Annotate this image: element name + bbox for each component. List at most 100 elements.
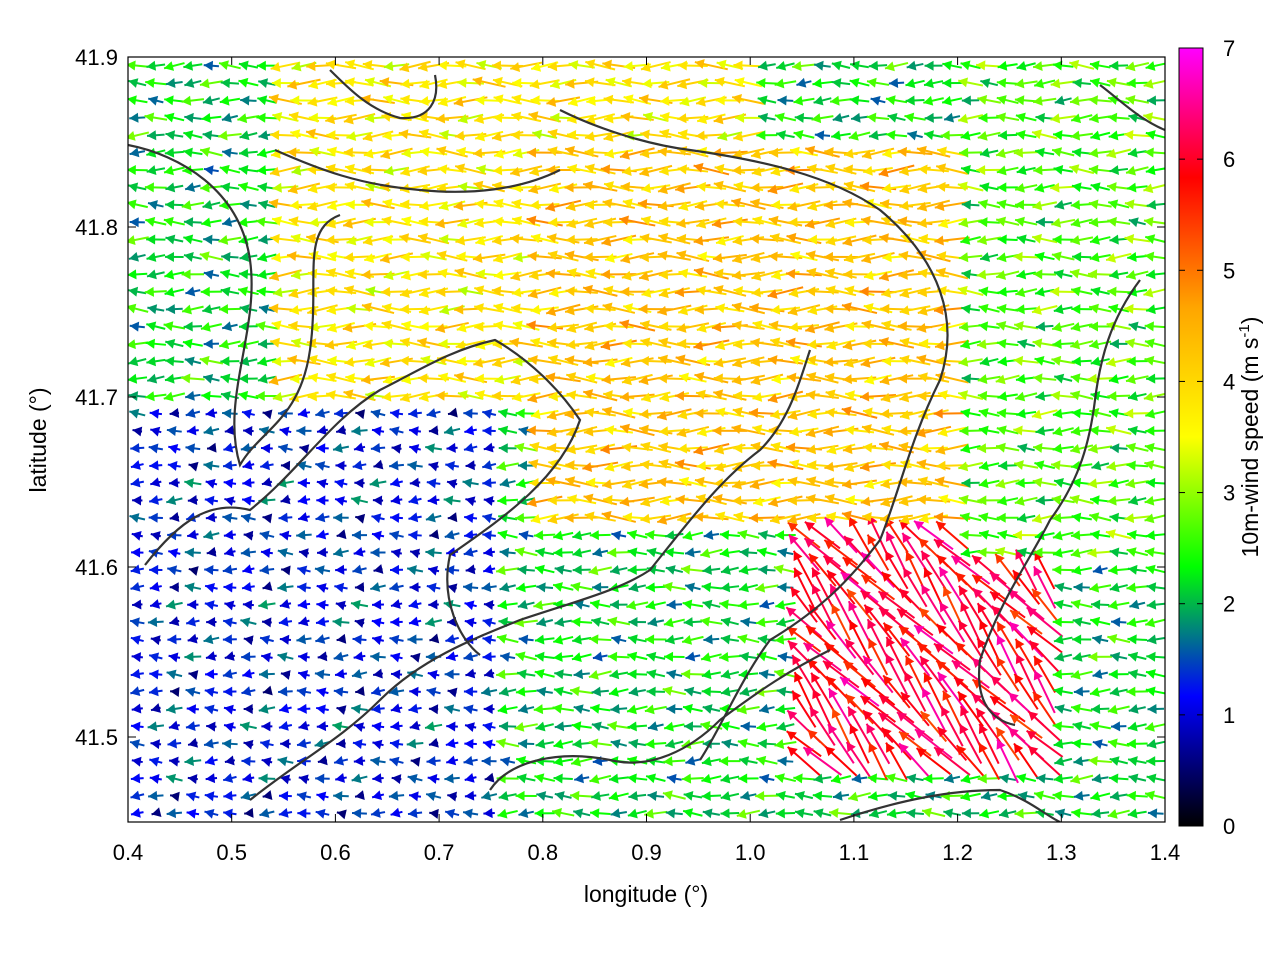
wind-arrow-head (315, 461, 326, 471)
wind-arrow-head (238, 217, 248, 228)
wind-arrow-head (1069, 268, 1080, 279)
wind-arrow-head (1070, 599, 1081, 610)
wind-arrow-head (288, 288, 299, 299)
wind-arrow-head (936, 267, 947, 278)
wind-arrow-head (371, 530, 382, 541)
wind-arrow-head (361, 94, 371, 105)
wind-arrow-head (976, 339, 987, 350)
wind-arrow-head (676, 427, 687, 438)
wind-arrow-head (844, 358, 854, 368)
wind-arrow-head (879, 233, 889, 244)
wind-arrow-head (271, 320, 282, 331)
wind-arrow-head (906, 808, 916, 819)
wind-arrow-head (497, 495, 507, 506)
wind-arrow-head (353, 546, 364, 557)
wind-arrow-head (1029, 640, 1040, 651)
wind-arrow-head (255, 391, 265, 402)
wind-arrow-head (628, 738, 639, 749)
wind-arrow-head (787, 201, 798, 212)
wind-arrow-head (401, 374, 412, 385)
wind-arrow-head (843, 269, 853, 280)
wind-arrow-head (882, 356, 892, 367)
wind-arrow-head (565, 201, 576, 212)
wind-arrow-head (805, 494, 816, 504)
wind-arrow-head (825, 389, 836, 400)
wind-arrow-head (752, 424, 763, 435)
wind-arrow-head (1033, 165, 1043, 176)
wind-arrow-head (419, 288, 429, 298)
wind-arrow-head (498, 443, 508, 454)
wind-arrow-head (620, 111, 631, 122)
wind-arrow-head (665, 565, 676, 575)
wind-arrow-head (955, 572, 966, 583)
wind-arrow-head (257, 269, 267, 280)
wind-arrow-head (880, 479, 891, 489)
wind-arrow-head (130, 721, 141, 732)
wind-arrow-head (750, 375, 761, 386)
wind-arrow-head (571, 721, 582, 732)
wind-arrow-head (768, 320, 779, 331)
wind-arrow-head (881, 320, 892, 330)
wind-arrow-head (917, 201, 928, 212)
wind-arrow-head (513, 356, 523, 367)
wind-arrow-head (860, 590, 871, 601)
wind-arrow-head (640, 129, 650, 140)
wind-arrow-head (169, 512, 180, 522)
wind-arrow-head (1071, 286, 1081, 297)
wind-arrow-head (528, 355, 538, 366)
wind-arrow-head (1016, 408, 1026, 419)
wind-arrow-head (1034, 356, 1045, 366)
wind-arrow-head (146, 130, 157, 141)
wind-arrow-head (1034, 790, 1044, 801)
wind-arrow-head (270, 337, 281, 348)
wind-arrow-head (609, 599, 619, 610)
wind-arrow-head (547, 61, 558, 72)
wind-arrow-head (518, 634, 529, 645)
wind-arrow-head (843, 661, 854, 671)
wind-arrow-head (977, 495, 987, 506)
wind-arrow-head (627, 529, 638, 540)
wind-arrow-head (601, 374, 611, 385)
wind-arrow-head (1127, 564, 1138, 575)
wind-arrow-head (860, 695, 871, 706)
wind-arrow-head (1108, 600, 1118, 610)
wind-arrow-head (242, 495, 252, 506)
wind-arrow-head (151, 703, 161, 713)
wind-arrow-head (272, 182, 282, 193)
wind-arrow-head (567, 163, 578, 174)
wind-arrow-head (475, 235, 486, 246)
wind-arrow-head (997, 60, 1008, 71)
wind-arrow-head (445, 565, 455, 576)
wind-arrow-head (150, 635, 161, 646)
wind-arrow-head (1089, 113, 1099, 124)
wind-arrow-head (905, 95, 915, 106)
wind-arrow-head (803, 747, 814, 757)
wind-arrow-head (829, 808, 839, 819)
wind-arrow-head (786, 607, 797, 617)
wind-arrow-head (898, 373, 908, 384)
wind-arrow-head (639, 94, 649, 105)
wind-arrow-head (812, 790, 823, 801)
wind-arrow-head (352, 634, 362, 645)
wind-arrow-head (1053, 599, 1064, 610)
wind-arrow-head (588, 738, 599, 749)
wind-arrow-head (1145, 165, 1156, 176)
wind-arrow-head (333, 790, 343, 801)
wind-arrow-head (936, 555, 947, 565)
wind-arrow-head (1106, 357, 1116, 367)
wind-arrow-head (774, 78, 785, 89)
wind-arrow-head (297, 407, 308, 418)
wind-arrow-head (554, 669, 564, 680)
wind-arrow-head (1071, 703, 1081, 714)
wind-arrow-head (731, 302, 742, 312)
wind-arrow-head (997, 130, 1008, 141)
wind-arrow-head (533, 600, 543, 610)
wind-arrow-head (777, 652, 788, 662)
wind-arrow-head (665, 738, 676, 749)
wind-arrow-head (713, 284, 724, 295)
wind-arrow-head (954, 677, 965, 688)
wind-arrow-head (785, 268, 796, 279)
wind-arrow-head (733, 181, 744, 192)
wind-arrow-head (128, 339, 136, 350)
wind-arrow-head (868, 130, 879, 141)
